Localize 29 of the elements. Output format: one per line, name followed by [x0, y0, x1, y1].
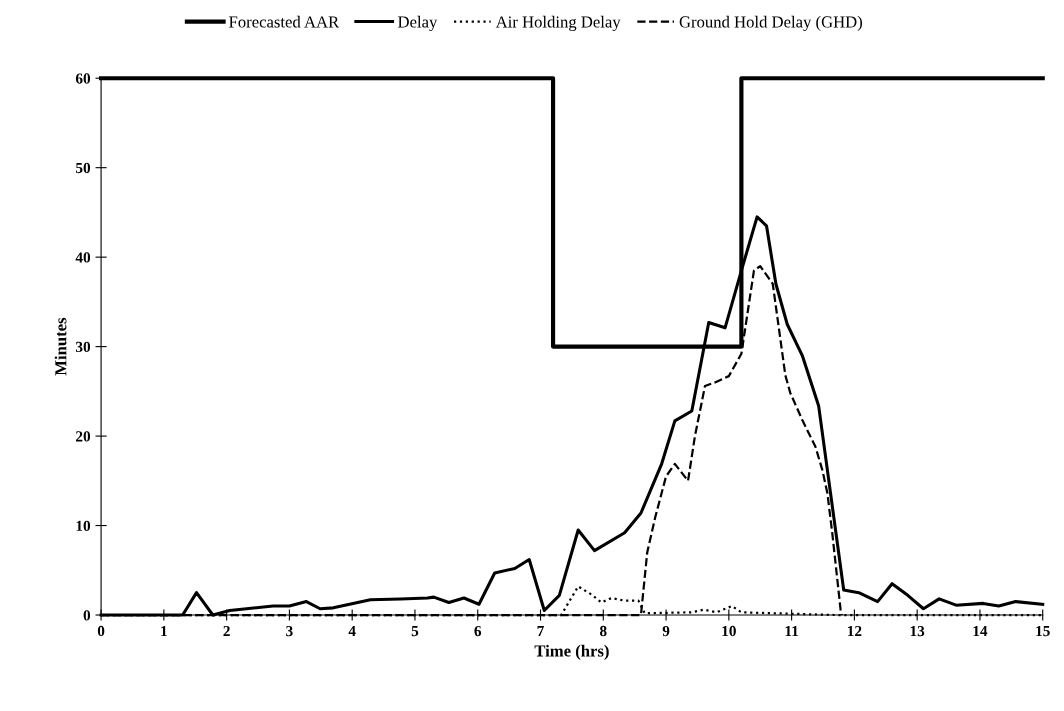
x-tick-label: 11 — [785, 625, 799, 637]
x-tick-label: 0 — [97, 625, 105, 637]
x-tick-label: 2 — [223, 625, 230, 637]
y-axis-title: Minutes — [54, 317, 67, 376]
legend-label: Delay — [398, 15, 438, 31]
legend-label: Forecasted AAR — [229, 15, 340, 28]
x-tick-label: 3 — [286, 625, 293, 637]
y-tick-label: 20 — [76, 431, 91, 442]
y-tick-label: 60 — [75, 73, 91, 84]
x-tick-label: 14 — [973, 625, 988, 637]
x-tick-label: 9 — [662, 625, 670, 637]
legend-label: Ground Hold Delay (GHD) — [679, 15, 862, 31]
x-tick-label: 13 — [910, 625, 925, 637]
y-tick-label: 10 — [76, 520, 91, 531]
x-tick-label: 6 — [474, 625, 482, 637]
y-tick-label: 40 — [75, 252, 91, 263]
x-tick-label: 12 — [847, 625, 862, 637]
x-tick-label: 5 — [411, 626, 419, 637]
y-tick-label: 30 — [75, 341, 91, 353]
x-tick-label: 15 — [1036, 625, 1050, 637]
x-tick-label: 8 — [599, 625, 607, 637]
y-tick-label: 0 — [83, 610, 91, 621]
legend-label: Air Holding Delay — [495, 15, 621, 31]
x-tick-label: 10 — [722, 625, 736, 637]
x-tick-label: 4 — [348, 625, 356, 637]
x-tick-label: 7 — [537, 626, 544, 637]
y-tick-label: 50 — [76, 162, 91, 174]
x-tick-label: 1 — [161, 625, 167, 637]
x-axis-title: Time (hrs) — [534, 644, 609, 660]
